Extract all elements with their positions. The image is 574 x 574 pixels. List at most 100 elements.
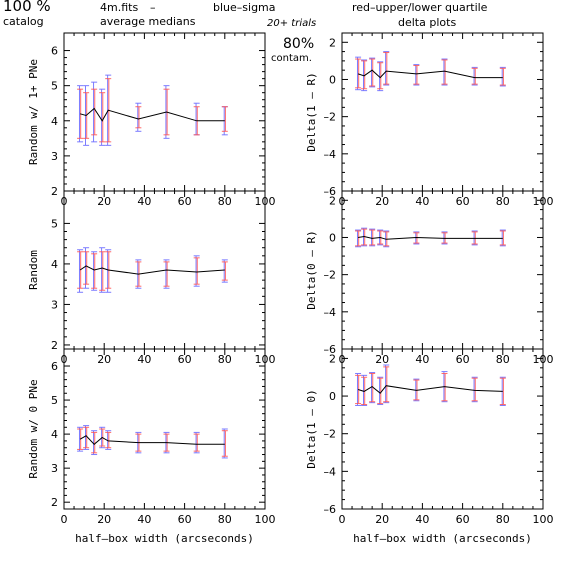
sigma-error-bar — [135, 102, 142, 132]
sigma-error-bar — [499, 66, 506, 87]
quartile-error-bar — [99, 92, 106, 143]
y-tick-label: 4 — [51, 115, 58, 128]
panel-left-bottom: 0 20 40 60 80 100 2 3 4 5 6 Random w/ 0 PNe half–box… — [27, 348, 276, 545]
y-tick-label: 3 — [51, 462, 58, 475]
y-tick-label: –2 — [324, 111, 337, 124]
sigma-error-bar — [369, 372, 376, 404]
x-tick-label: 20 — [375, 353, 389, 366]
quartile-error-bar — [193, 257, 200, 285]
x-tick-label: 60 — [178, 513, 192, 526]
x-tick-label: 80 — [218, 513, 232, 526]
median-line — [358, 235, 503, 240]
sigma-error-bar — [355, 56, 362, 91]
y-tick-label: 0 — [329, 73, 336, 86]
y-tick-label: 3 — [51, 150, 58, 163]
blue-sigma-label: blue–sigma — [213, 1, 276, 14]
file-label: 4m.fits — [100, 1, 138, 14]
sigma-error-bar — [77, 85, 84, 143]
sigma-error-bar — [163, 259, 170, 289]
y-tick-label: 6 — [51, 360, 58, 373]
sigma-error-bar — [361, 374, 368, 406]
y-axis-label: Delta(1 – 0) — [305, 389, 318, 468]
sigma-error-bar — [193, 102, 200, 136]
quartile-error-bar — [471, 377, 478, 402]
axes-frame — [341, 190, 544, 350]
quartile-error-bar — [369, 229, 376, 246]
x-tick-label: 40 — [137, 195, 151, 208]
trials-label: 20+ trials — [267, 18, 316, 29]
quartile-error-bar — [441, 59, 448, 85]
median-line — [357, 69, 503, 79]
sigma-error-bar — [355, 372, 362, 406]
y-tick-label: 2 — [51, 496, 58, 509]
y-tick-label: 2 — [329, 352, 336, 365]
y-tick-label: 2 — [329, 194, 336, 207]
delta-plots-title: delta plots — [398, 16, 456, 29]
quartile-error-bar — [105, 431, 112, 449]
y-tick-label: 4 — [51, 428, 58, 441]
sigma-error-bar — [383, 51, 390, 86]
y-tick-label: –2 — [324, 269, 337, 282]
x-tick-label: 20 — [97, 195, 111, 208]
y-tick-label: 2 — [51, 339, 58, 352]
sigma-error-bar — [355, 229, 362, 248]
quartile-error-bar — [77, 251, 84, 289]
x-tick-label: 60 — [178, 195, 192, 208]
sigma-error-bar — [91, 81, 98, 143]
quartile-error-bar — [499, 230, 506, 246]
x-tick-label: 60 — [456, 513, 470, 526]
sigma-error-bar — [441, 58, 448, 86]
y-tick-label: 5 — [51, 394, 58, 407]
sigma-error-bar — [369, 57, 376, 88]
quartile-error-bar — [91, 88, 98, 136]
y-tick-label: 6 — [51, 45, 58, 58]
quartile-error-bar — [355, 230, 362, 247]
quartile-error-bar — [221, 430, 228, 457]
x-tick-label: 40 — [137, 353, 151, 366]
y-tick-label: –6 — [324, 343, 337, 356]
quartile-error-bar — [377, 62, 384, 90]
quartile-error-bar — [221, 106, 228, 132]
sigma-error-bar — [377, 61, 384, 92]
y-tick-label: –4 — [324, 306, 337, 319]
y-axis-label: Delta(0 – R) — [305, 230, 318, 309]
x-tick-label: 80 — [496, 353, 510, 366]
median-line — [357, 385, 503, 394]
x-tick-label: 40 — [415, 195, 429, 208]
y-tick-label: –6 — [324, 185, 337, 198]
quartile-error-bar — [499, 377, 506, 406]
y-tick-label: 2 — [329, 36, 336, 49]
sigma-error-bar — [91, 251, 98, 291]
y-tick-label: 0 — [329, 231, 336, 244]
y-tick-label: 5 — [51, 217, 58, 230]
x-tick-label: 0 — [61, 513, 68, 526]
y-tick-label: –4 — [324, 465, 337, 478]
average-medians-label: average medians — [100, 15, 196, 28]
y-axis-label: Random w/ 1+ PNe — [27, 59, 40, 165]
sigma-error-bar — [413, 64, 420, 86]
x-tick-label: 40 — [415, 353, 429, 366]
quartile-error-bar — [471, 67, 478, 85]
sigma-error-bar — [369, 228, 376, 247]
sigma-error-bar — [221, 428, 228, 459]
y-axis-label: Random w/ 0 PNe — [27, 379, 40, 478]
quartile-error-bar — [355, 58, 362, 89]
x-tick-label: 20 — [97, 353, 111, 366]
red-quartile-label: red–upper/lower quartile — [352, 1, 488, 14]
quartile-error-bar — [163, 261, 170, 287]
sigma-error-bar — [83, 247, 90, 289]
y-tick-label: –4 — [324, 148, 337, 161]
quartile-error-bar — [91, 431, 98, 454]
quartile-error-bar — [83, 251, 90, 285]
sigma-error-bar — [377, 376, 384, 406]
sigma-error-bar — [383, 364, 390, 404]
x-tick-label: 60 — [178, 353, 192, 366]
sigma-error-bar — [471, 376, 478, 403]
x-tick-label: 20 — [375, 195, 389, 208]
quartile-error-bar — [99, 251, 106, 291]
quartile-error-bar — [383, 52, 390, 85]
sigma-error-bar — [193, 431, 200, 454]
x-tick-label: 80 — [218, 195, 232, 208]
x-tick-label: 80 — [496, 513, 510, 526]
